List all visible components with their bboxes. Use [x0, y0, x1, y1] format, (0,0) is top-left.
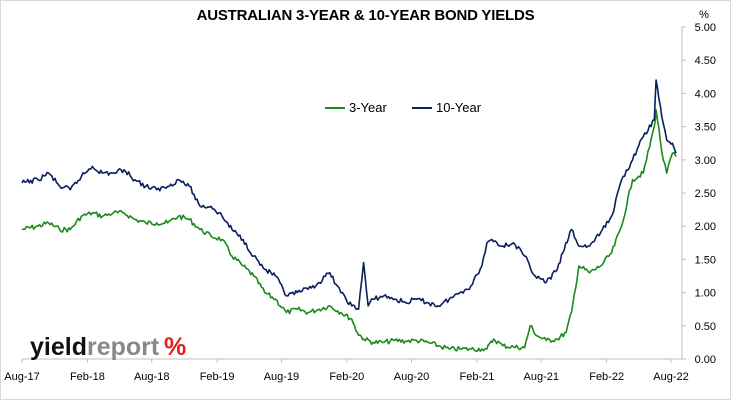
y-tick-label: 0.50 [695, 321, 716, 333]
yieldreport-logo: yieldreport % [30, 333, 186, 361]
y-axis: 0.00 0.50 1.00 1.50 2.00 2.50 3.00 3.50 4.00 4.50… [681, 9, 716, 366]
series-line-3-year [21, 109, 677, 353]
y-tick-label: 3.50 [695, 122, 716, 134]
x-tick-label: Feb-20 [329, 371, 364, 383]
x-tick-label: Feb-18 [70, 371, 105, 383]
legend-label: 10-Year [436, 100, 482, 115]
y-tick-label: 2.00 [695, 221, 716, 233]
x-tick-label: Feb-21 [459, 371, 494, 383]
logo-yield-text: yield [30, 333, 87, 361]
x-tick-label: Feb-22 [589, 371, 624, 383]
y-tick-label: 2.50 [695, 188, 716, 200]
x-axis: Aug-17 Feb-18 Aug-18 Feb-19 Aug-19 Feb-20 Aug-… [4, 358, 689, 383]
series-line-10-year [21, 79, 677, 310]
y-tick-label: 0.00 [695, 354, 716, 366]
y-tick-label: 5.00 [695, 22, 716, 34]
y-tick-label: 4.50 [695, 55, 716, 67]
legend: 3-Year 10-Year [325, 100, 482, 115]
svg-text:yieldreport: yieldreport [30, 333, 160, 361]
y-axis-label: % [699, 9, 709, 21]
y-tick-label: 3.00 [695, 155, 716, 167]
x-tick-label: Aug-18 [134, 371, 169, 383]
x-tick-label: Feb-19 [200, 371, 235, 383]
logo-percent-icon: % [164, 333, 186, 361]
y-tick-label: 1.50 [695, 254, 716, 266]
x-tick-label: Aug-22 [653, 371, 688, 383]
y-tick-label: 1.00 [695, 288, 716, 300]
legend-label: 3-Year [349, 100, 387, 115]
x-tick-label: Aug-20 [394, 371, 429, 383]
logo-report-text: report [87, 333, 160, 361]
y-tick-label: 4.00 [695, 88, 716, 100]
series-lines [21, 79, 677, 353]
x-tick-label: Aug-21 [524, 371, 559, 383]
x-tick-label: Aug-19 [264, 371, 299, 383]
x-tick-label: Aug-17 [4, 371, 39, 383]
chart-title: AUSTRALIAN 3-YEAR & 10-YEAR BOND YIELDS [196, 7, 535, 24]
